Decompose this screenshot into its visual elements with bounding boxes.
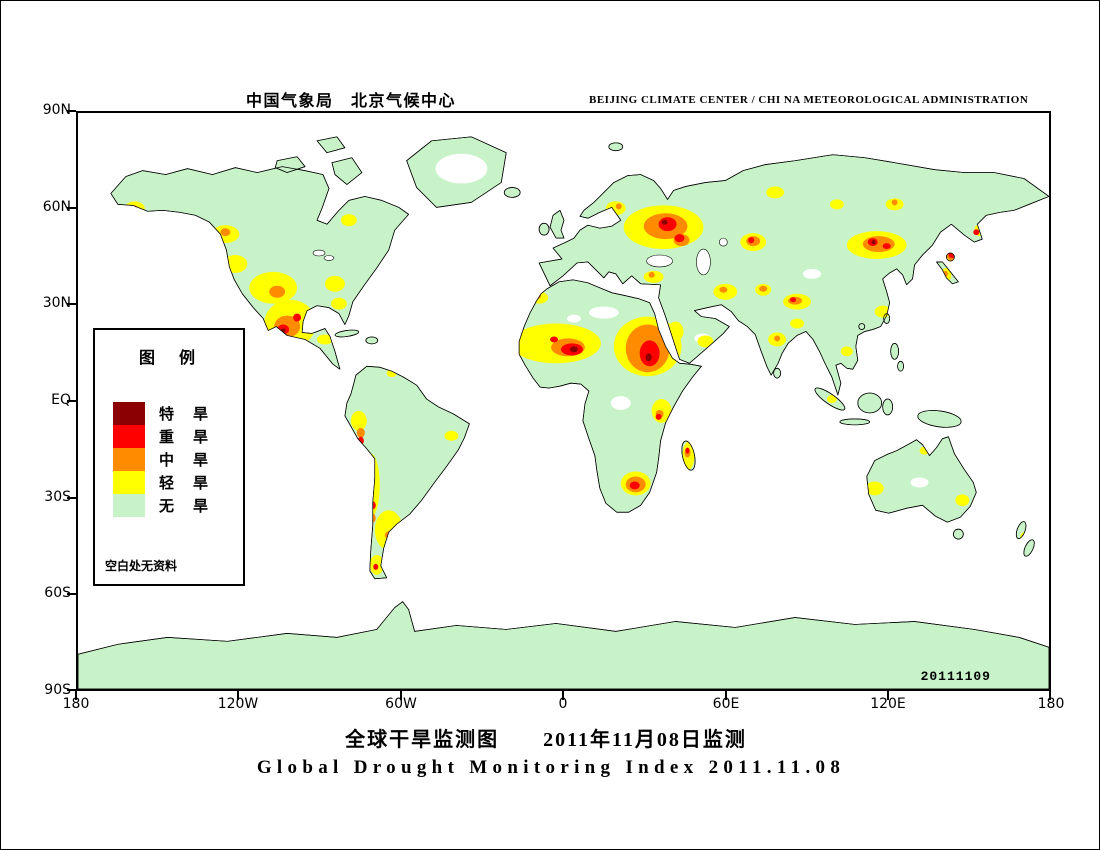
lon-label-180e: 180 [1037,696,1065,712]
legend-rows: 特 旱 重 旱 中 旱 轻 旱 无 旱 [113,402,210,517]
legend-title: 图 例 [138,350,199,367]
lon-label-120e: 120E [870,696,906,712]
lon-label-180w: 180 [62,696,90,712]
no-drought-swatch [113,494,145,517]
lat-tick [67,303,76,305]
lon-tick [562,691,564,700]
lon-tick [887,691,889,700]
legend-item-none: 无 旱 [113,494,210,517]
header-title-english: BEIJING CLIMATE CENTER / CHI NA METEOROL… [589,94,1029,106]
severe-drought-swatch [113,425,145,448]
lat-label-60n: 60N [42,199,71,215]
legend-item-moderate: 中 旱 [113,448,210,471]
legend-box: 图 例 特 旱 重 旱 中 旱 轻 旱 [93,328,245,586]
lat-tick [67,497,76,499]
legend-label: 中 旱 [159,453,211,469]
lat-label-eq: EQ [51,392,71,408]
lat-label-60s: 60S [44,585,71,601]
lon-label-60w: 60W [385,696,417,712]
lat-label-30s: 30S [44,489,71,505]
lon-tick [400,691,402,700]
legend-item-extreme: 特 旱 [113,402,210,425]
footer-title-chinese: 全球干旱监测图 2011年11月08日监测 [345,729,747,751]
lon-tick [1049,691,1051,700]
lon-label-60e: 60E [712,696,740,712]
map-frame: 图 例 特 旱 重 旱 中 旱 轻 旱 [76,111,1051,691]
light-drought-swatch [113,471,145,494]
lon-tick [725,691,727,700]
legend-item-light: 轻 旱 [113,471,210,494]
legend-label: 无 旱 [159,499,211,515]
header-title-chinese: 中国气象局 北京气候中心 [246,93,457,110]
lon-label-120w: 120W [217,696,259,712]
lon-label-0: 0 [558,696,568,712]
lat-label-90s: 90S [44,682,71,698]
date-stamp: 20111109 [920,669,991,684]
moderate-drought-swatch [113,448,145,471]
extreme-drought-swatch [113,402,145,425]
legend-note: 空白处无资料 [105,559,178,573]
lat-tick [67,207,76,209]
legend-label: 重 旱 [159,430,211,446]
lat-tick [67,593,76,595]
footer-title-english: Global Drought Monitoring Index 2011.11.… [256,757,846,778]
lon-tick [75,691,77,700]
lat-tick [67,110,76,112]
legend-label: 特 旱 [159,407,211,423]
inland-water [312,237,728,276]
legend-item-severe: 重 旱 [113,425,210,448]
world-map [78,136,1049,689]
legend-label: 轻 旱 [159,476,211,492]
lat-tick [67,689,76,691]
lat-tick [67,400,76,402]
lat-label-30n: 30N [42,295,71,311]
lon-tick [237,691,239,700]
lat-label-90n: 90N [42,102,71,118]
